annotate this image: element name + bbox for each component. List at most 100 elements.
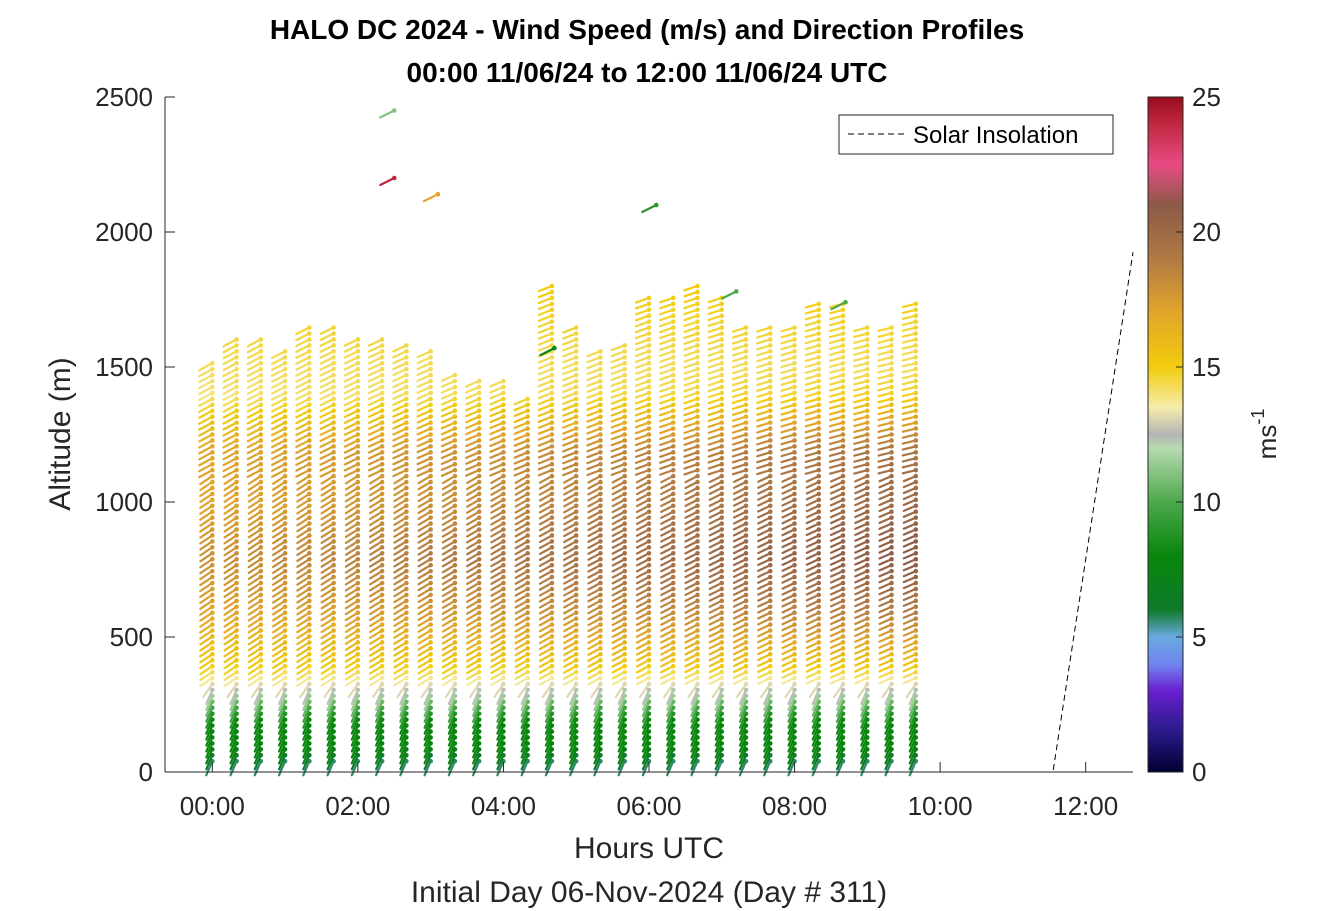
barb-dot	[549, 473, 555, 479]
barb-dot	[452, 432, 458, 437]
barb-dot	[404, 598, 409, 604]
barb-dot	[379, 509, 385, 515]
wind-barb	[295, 420, 312, 431]
barb-dot	[695, 354, 700, 360]
barb-dot	[501, 402, 506, 408]
barb-dot	[404, 408, 409, 414]
barb-dot	[379, 349, 385, 354]
barb-dot	[646, 319, 652, 324]
barb-dot	[598, 420, 603, 425]
barb-shaft	[320, 516, 335, 527]
barb-shaft	[350, 712, 359, 729]
barb-shaft	[277, 724, 287, 741]
wind-barb	[246, 420, 264, 431]
barb-dot	[670, 586, 676, 592]
barb-dot	[428, 450, 433, 455]
barb-dot	[404, 675, 409, 681]
barb-shaft	[320, 498, 335, 509]
barb-dot	[670, 580, 676, 586]
barb-dot	[573, 681, 579, 687]
barb-dot	[549, 598, 555, 604]
barb-shaft	[369, 647, 384, 657]
barb-dot	[282, 420, 288, 425]
wind-barb	[296, 580, 312, 592]
barb-shaft	[295, 421, 311, 431]
barb-shaft	[247, 474, 262, 485]
barb-dot	[452, 640, 458, 645]
barb-shaft	[199, 575, 214, 587]
wind-barb	[198, 426, 215, 437]
wind-barb	[271, 545, 288, 557]
barb-dot	[379, 491, 385, 497]
barb-dot	[234, 509, 239, 515]
barb-dot	[428, 533, 433, 538]
barb-shaft	[319, 385, 335, 395]
wind-barb	[393, 580, 409, 592]
wind-barb	[223, 646, 239, 658]
barb-dot	[379, 533, 385, 538]
wind-barb	[343, 360, 361, 371]
barb-dot	[743, 610, 749, 615]
barb-dot	[404, 533, 409, 538]
wind-barb	[199, 598, 215, 610]
barb-shaft	[399, 742, 408, 759]
wind-barb	[392, 378, 409, 389]
wind-barb	[393, 473, 409, 485]
barb-dot	[743, 384, 749, 390]
barb-dot	[404, 657, 409, 663]
barb-shaft	[369, 570, 384, 580]
wind-barb	[368, 343, 385, 353]
wind-barb	[369, 657, 385, 669]
wind-barb	[295, 455, 312, 466]
barb-dot	[331, 616, 336, 621]
barb-dot	[670, 349, 676, 354]
barb-dot	[282, 521, 288, 526]
barb-dot	[258, 354, 264, 360]
barb-dot	[525, 539, 530, 544]
wind-barb	[392, 396, 409, 406]
barb-dot	[258, 420, 264, 425]
barb-dot	[719, 402, 725, 408]
barb-shaft	[320, 623, 335, 634]
barb-shaft	[246, 421, 262, 431]
barb-dot	[476, 545, 482, 550]
wind-barb	[319, 366, 336, 377]
barb-shaft	[253, 712, 262, 729]
barb-shaft	[296, 474, 311, 485]
barb-dot	[452, 420, 458, 425]
barb-dot	[501, 390, 506, 396]
barb-shaft	[223, 599, 238, 610]
barb-dot	[307, 372, 312, 378]
barb-dot	[331, 497, 336, 503]
barb-shaft	[372, 682, 384, 699]
barb-dot	[379, 390, 385, 396]
barb-dot	[501, 491, 506, 497]
barb-shaft	[423, 760, 432, 777]
barb-dot	[476, 687, 482, 693]
barb-shaft	[344, 540, 359, 550]
barb-dot	[622, 646, 627, 651]
barb-dot	[598, 479, 603, 485]
barb-dot	[476, 610, 482, 615]
wind-barb	[270, 366, 288, 377]
barb-dot	[282, 527, 288, 532]
barb-dot	[646, 533, 652, 538]
barb-dot	[404, 360, 409, 366]
barb-dot	[210, 473, 215, 479]
wind-barb	[199, 616, 215, 628]
barb-shaft	[198, 451, 214, 461]
barb-dot	[428, 521, 433, 526]
wind-barb	[393, 545, 409, 556]
wind-barb	[199, 580, 215, 593]
barb-shaft	[222, 421, 238, 431]
barb-dot	[307, 533, 312, 538]
barb-dot	[622, 521, 627, 526]
barb-dot	[307, 360, 312, 366]
barb-dot	[743, 450, 749, 455]
wind-barb	[222, 360, 239, 372]
wind-barb	[368, 450, 385, 460]
wind-barb	[199, 675, 215, 688]
wind-barb	[344, 568, 361, 580]
wind-barb	[368, 337, 385, 347]
barb-shaft	[295, 469, 311, 478]
